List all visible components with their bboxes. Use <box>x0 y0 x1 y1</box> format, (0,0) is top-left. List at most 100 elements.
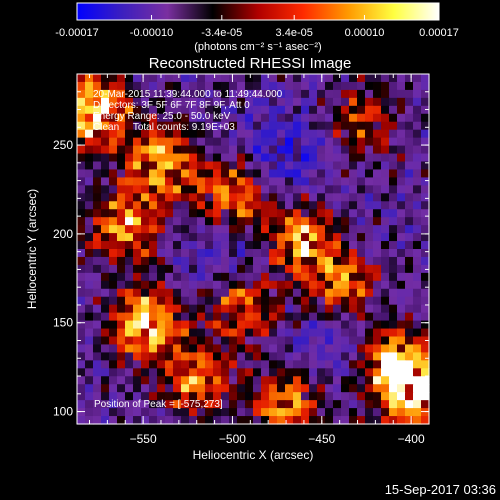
heatmap-cell <box>205 201 214 210</box>
heatmap-cell <box>293 129 302 139</box>
heatmap-cell <box>237 233 246 242</box>
heatmap-cell <box>269 137 278 147</box>
heatmap-cell <box>125 209 134 218</box>
heatmap-cell <box>301 74 310 83</box>
heatmap-cell <box>317 105 326 115</box>
heatmap-cell <box>381 360 390 369</box>
heatmap-cell <box>317 360 326 369</box>
heatmap-cell <box>389 288 398 298</box>
heatmap-cell <box>269 296 278 306</box>
heatmap-cell <box>373 328 382 338</box>
heatmap-cell <box>109 137 118 147</box>
heatmap-cell <box>173 368 182 377</box>
heatmap-cell <box>165 280 174 290</box>
heatmap-cell <box>309 209 318 218</box>
heatmap-cell <box>189 320 198 330</box>
heatmap-cell <box>421 408 430 417</box>
heatmap-cell <box>341 352 350 361</box>
heatmap-cell <box>93 320 102 330</box>
heatmap-cell <box>221 217 230 226</box>
annotation-detectors: Detectors: 3F 5F 6F 7F 8F 9F, Att 0 <box>93 100 250 111</box>
heatmap-cell <box>205 137 214 147</box>
heatmap-cell <box>333 368 342 377</box>
heatmap-cell <box>101 336 110 346</box>
heatmap-cell <box>109 217 118 226</box>
heatmap-cell <box>157 89 166 99</box>
heatmap-cell <box>93 241 102 250</box>
heatmap-cell <box>421 137 430 147</box>
heatmap-cell <box>341 408 350 417</box>
heatmap-cell <box>125 320 134 330</box>
heatmap-cell <box>325 145 334 155</box>
heatmap-cell <box>357 320 366 330</box>
heatmap-cell <box>77 177 86 186</box>
heatmap-cell <box>133 105 142 115</box>
heatmap-cell <box>397 105 406 115</box>
heatmap-cell <box>325 256 334 266</box>
heatmap-cell <box>77 193 86 202</box>
heatmap-cell <box>365 74 374 83</box>
heatmap-cell <box>117 360 126 369</box>
heatmap-cell <box>389 137 398 147</box>
heatmap-cell <box>405 97 414 107</box>
heatmap-cell <box>85 225 94 234</box>
heatmap-cell <box>165 288 174 298</box>
heatmap-cell <box>301 312 310 322</box>
heatmap-cell <box>253 225 262 234</box>
heatmap-cell <box>181 296 190 306</box>
heatmap-cell <box>381 296 390 306</box>
heatmap-cell <box>181 400 190 409</box>
heatmap-cell <box>317 280 326 290</box>
heatmap-cell <box>141 328 150 338</box>
heatmap-cell <box>285 392 294 401</box>
heatmap-cell <box>261 304 270 314</box>
heatmap-cell <box>309 384 318 393</box>
heatmap-cell <box>181 217 190 226</box>
heatmap-cell <box>141 137 150 147</box>
heatmap-cell <box>381 233 390 242</box>
heatmap-cell <box>389 129 398 139</box>
heatmap-cell <box>293 400 302 409</box>
heatmap-cell <box>325 328 334 338</box>
heatmap-cell <box>261 81 270 91</box>
heatmap-cell <box>77 233 86 242</box>
heatmap-cell <box>173 336 182 346</box>
heatmap-cell <box>373 312 382 322</box>
heatmap-cell <box>181 264 190 274</box>
heatmap-cell <box>397 233 406 242</box>
heatmap-cell <box>93 153 102 163</box>
heatmap-cell <box>205 264 214 274</box>
heatmap-cell <box>349 153 358 163</box>
heatmap-cell <box>213 312 222 322</box>
heatmap-cell <box>197 328 206 338</box>
heatmap-cell <box>269 169 278 178</box>
heatmap-cell <box>173 81 182 91</box>
heatmap-cell <box>405 241 414 250</box>
heatmap-cell <box>405 193 414 202</box>
heatmap-cell <box>397 344 406 353</box>
heatmap-cell <box>197 304 206 314</box>
heatmap-cell <box>269 241 278 250</box>
heatmap-cell <box>317 328 326 338</box>
heatmap-cell <box>381 217 390 226</box>
heatmap-cell <box>141 376 150 385</box>
heatmap-cell <box>293 344 302 353</box>
heatmap-cell <box>357 153 366 163</box>
heatmap-cell <box>141 105 150 115</box>
heatmap-cell <box>173 169 182 178</box>
heatmap-cell <box>181 145 190 155</box>
heatmap-cell <box>109 280 118 290</box>
heatmap-cell <box>301 384 310 393</box>
heatmap-cell <box>101 185 110 194</box>
heatmap-cell <box>221 137 230 147</box>
heatmap-cell <box>293 416 302 425</box>
heatmap-cell <box>213 81 222 91</box>
heatmap-cell <box>413 368 422 377</box>
heatmap-cell <box>93 368 102 377</box>
heatmap-cell <box>157 129 166 139</box>
heatmap-cell <box>341 113 350 123</box>
heatmap-cell <box>293 81 302 91</box>
heatmap-cell <box>245 360 254 369</box>
heatmap-cell <box>325 280 334 290</box>
heatmap-cell <box>189 201 198 210</box>
